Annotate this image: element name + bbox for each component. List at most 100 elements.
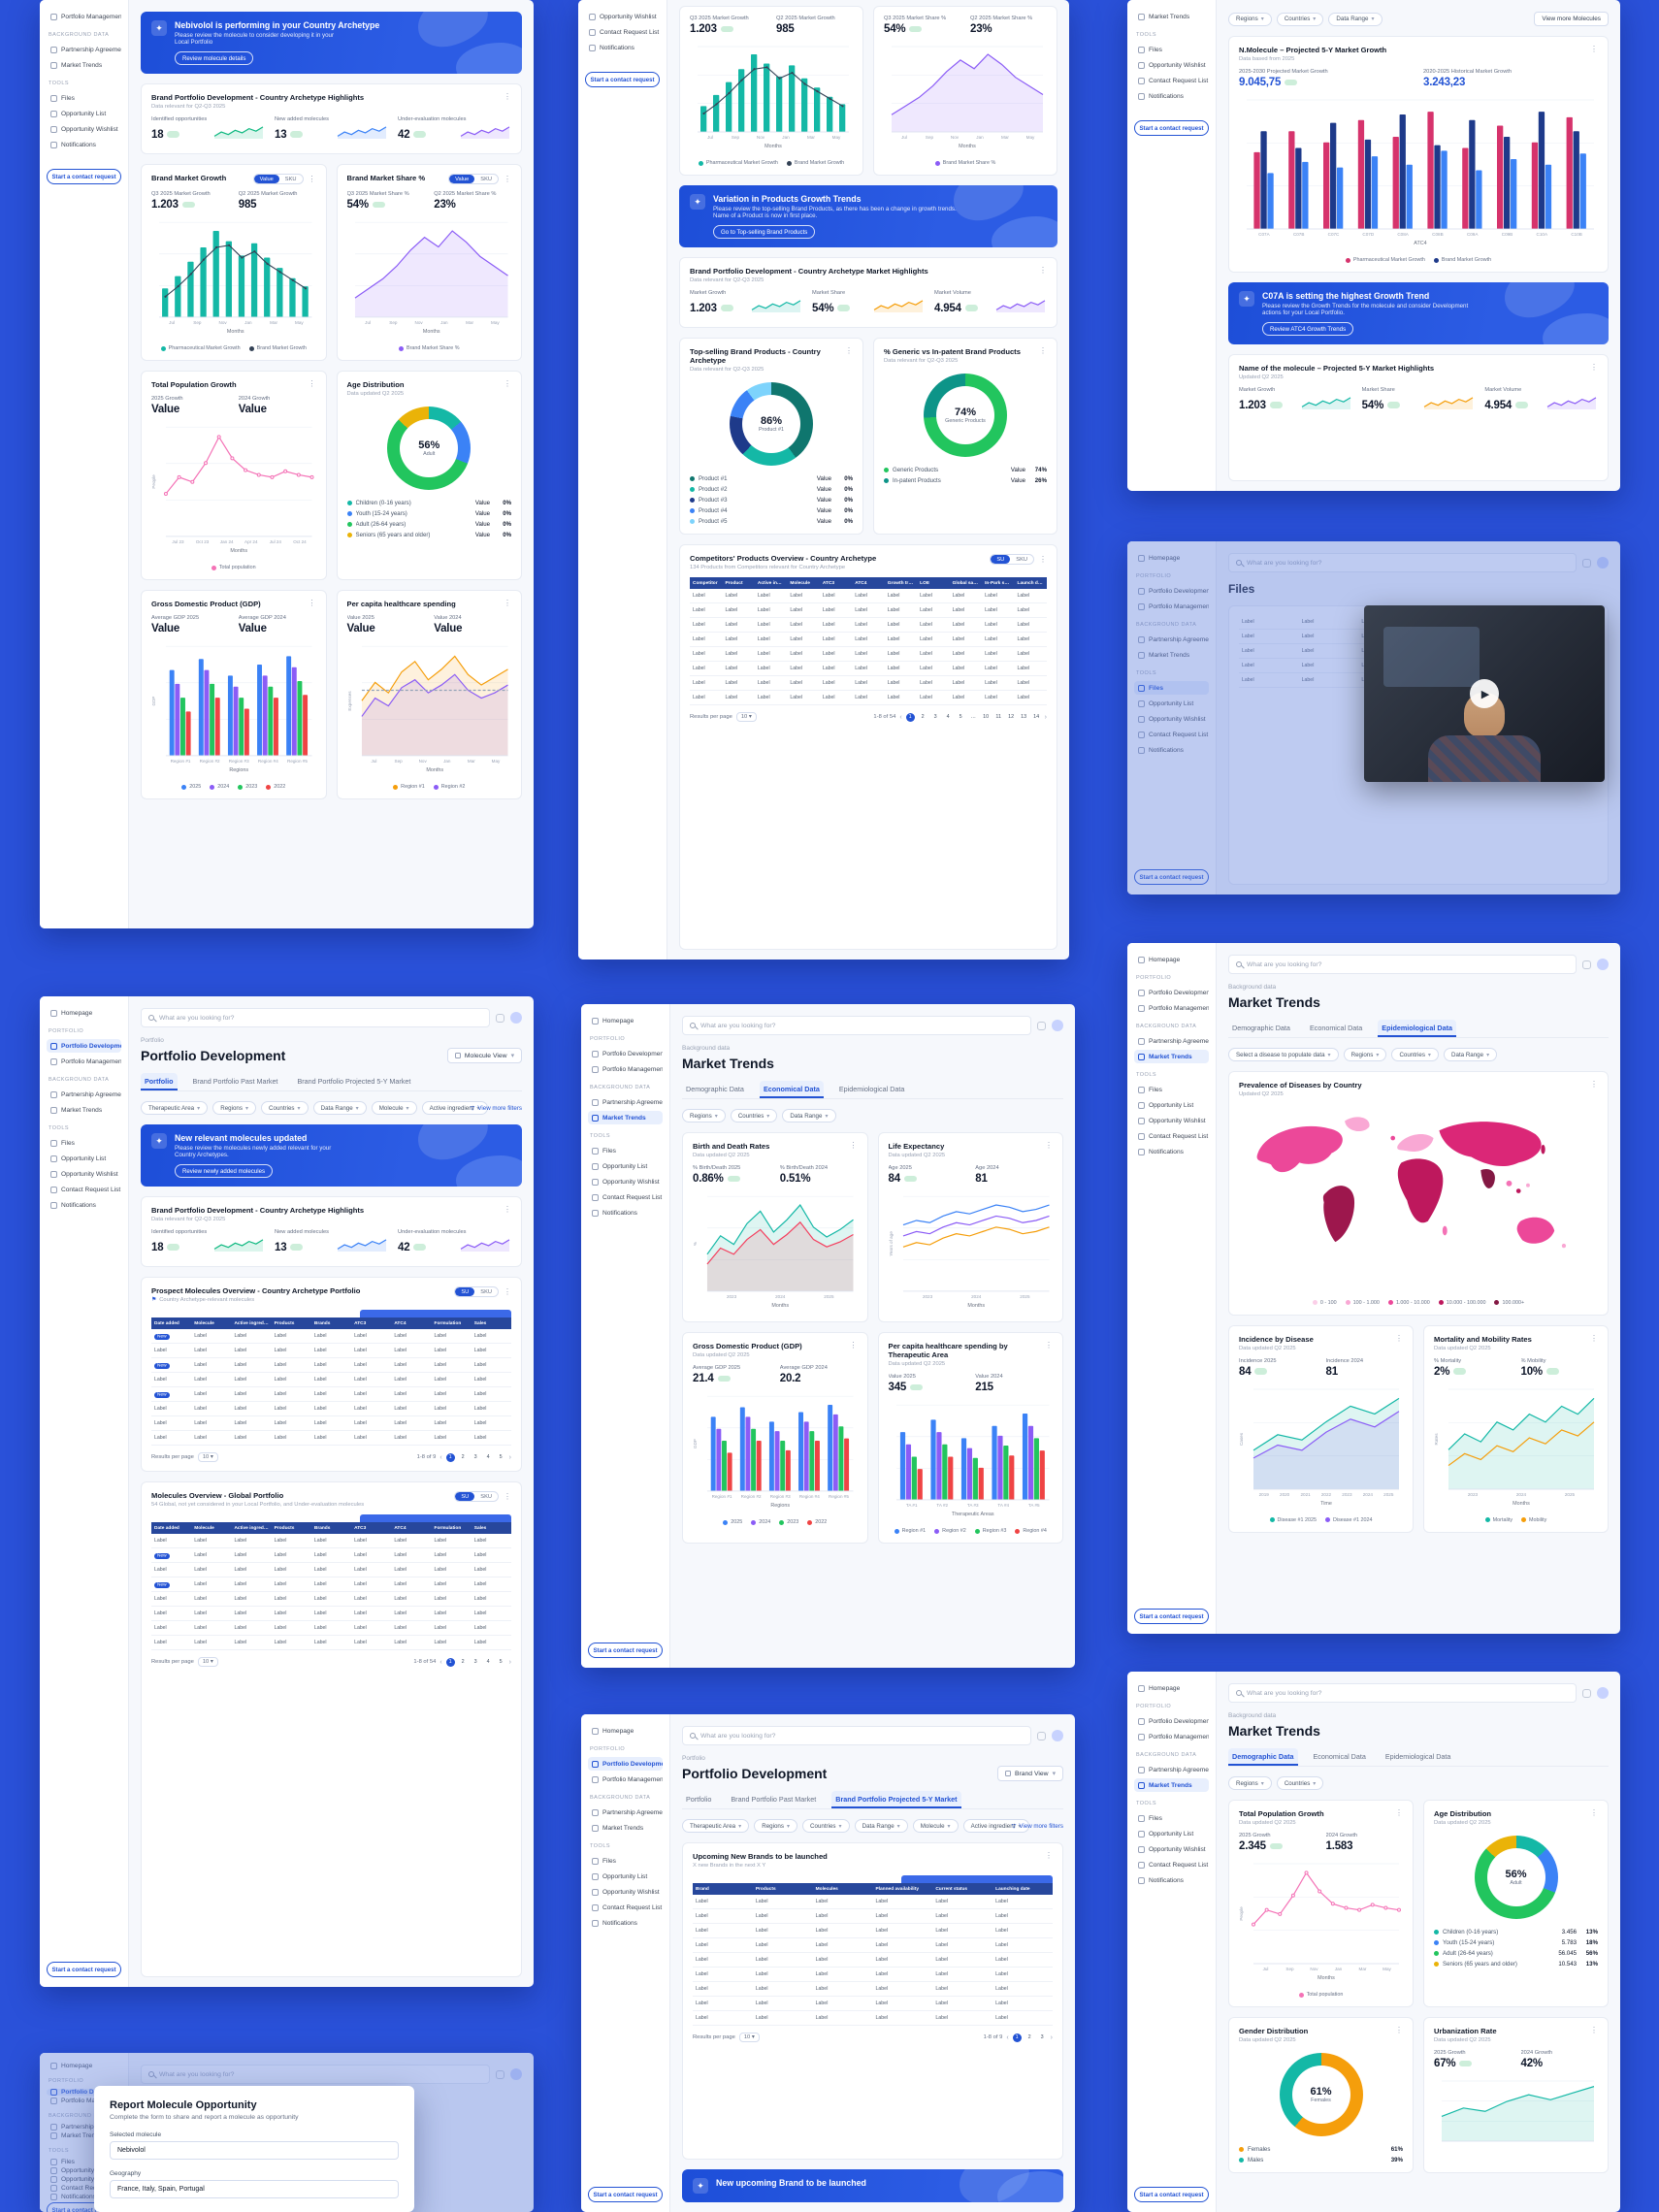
bell-icon[interactable] <box>1582 960 1591 969</box>
page-number[interactable]: 14 <box>1033 714 1040 720</box>
sidebar-item-opportunity-list[interactable]: Opportunity List <box>47 2167 121 2174</box>
sidebar-item-opportunity-list[interactable]: Opportunity List <box>1134 1827 1209 1840</box>
sidebar-item-homepage[interactable]: Homepage <box>47 2063 121 2069</box>
sidebar-item-partnership-agreements[interactable]: Partnership Agreements <box>47 2124 121 2131</box>
tab-demographic-data[interactable]: Demographic Data <box>1228 1748 1298 1766</box>
sidebar-item-opportunity-list[interactable]: Opportunity List <box>1134 697 1209 710</box>
sidebar-item-homepage[interactable]: Homepage <box>1134 1681 1209 1695</box>
table-row[interactable]: Label Label Label Label Label Label Label Label… <box>690 646 1047 662</box>
table-row[interactable]: Label Label Label Label Label Label Label Label… <box>151 1591 511 1607</box>
kebab-menu-icon[interactable]: ⋮ <box>308 174 316 183</box>
filter-chip-data-range[interactable]: Data Range ▾ <box>1328 12 1382 26</box>
filter-chip-countries[interactable]: Countries ▾ <box>802 1819 850 1833</box>
sidebar-item-files[interactable]: Files <box>1134 1811 1209 1825</box>
tab-portfolio[interactable]: Portfolio <box>686 1795 712 1804</box>
page-number[interactable]: 2 <box>461 1454 465 1460</box>
sidebar-item-opportunity-wishlist[interactable]: Opportunity Wishlist <box>47 2176 121 2183</box>
tab-demographic-data[interactable]: Demographic Data <box>686 1085 744 1093</box>
sidebar-item-files[interactable]: Files <box>47 2159 121 2165</box>
sidebar-item-opportunity-list[interactable]: Opportunity List <box>1134 1098 1209 1112</box>
table-row[interactable]: Label Label Label Label Label Label Label Label… <box>151 1401 511 1416</box>
sidebar-item-contact-request-list[interactable]: Contact Request List <box>1134 728 1209 741</box>
sidebar-item-partnership-agreements[interactable]: Partnership Agreements <box>47 43 121 56</box>
toggle-sku[interactable]: SKU <box>480 1288 492 1295</box>
page-number[interactable]: 5 <box>499 1659 503 1665</box>
search-input[interactable]: What are you looking for? <box>1228 553 1577 572</box>
tab-epidemiological-data[interactable]: Epidemiological Data <box>1378 1020 1456 1037</box>
sidebar-item-market-trends[interactable]: Market Trends <box>1134 1778 1209 1792</box>
tab-economical-data[interactable]: Economical Data <box>759 1081 824 1098</box>
toggle-sku[interactable]: SKU <box>1016 556 1027 563</box>
kebab-menu-icon[interactable]: ⋮ <box>845 346 853 355</box>
continent-australia[interactable] <box>1516 1217 1555 1244</box>
table-row[interactable]: New Label Label Label Label Label Label Label La… <box>151 1386 511 1402</box>
avatar[interactable] <box>1597 959 1609 970</box>
prev-page-arrow[interactable]: ‹ <box>439 1658 442 1666</box>
sidebar-item-market-trends[interactable]: Market Trends <box>47 58 121 72</box>
sidebar-item-files[interactable]: Files <box>588 1854 663 1868</box>
continent-africa[interactable] <box>1397 1158 1444 1223</box>
region-sea-3[interactable] <box>1525 1183 1530 1187</box>
kebab-menu-icon[interactable]: ⋮ <box>504 599 511 607</box>
kebab-menu-icon[interactable]: ⋮ <box>1395 2026 1403 2034</box>
table-row[interactable]: Label Label Label Label Label Label Label Label… <box>690 589 1047 603</box>
page-number[interactable]: 13 <box>1021 714 1027 720</box>
table-row[interactable]: Label Label Label Label Label Label Label Label… <box>690 602 1047 618</box>
filter-chip-regions[interactable]: Regions ▾ <box>212 1101 257 1115</box>
banner-action-button[interactable]: Review molecule details <box>175 51 254 65</box>
contact-request-button[interactable]: Start a contact request <box>1134 1609 1209 1624</box>
banner-action-button[interactable]: Go to Top-selling Brand Products <box>713 225 816 239</box>
sidebar-item-homepage[interactable]: Homepage <box>1134 551 1209 565</box>
bell-icon[interactable] <box>496 2069 504 2079</box>
bell-icon[interactable] <box>1582 558 1591 568</box>
sidebar-item-contact-request-list[interactable]: Contact Request List <box>1134 1129 1209 1143</box>
kebab-menu-icon[interactable]: ⋮ <box>1045 1851 1053 1860</box>
page-number[interactable]: 3 <box>473 1454 477 1460</box>
sidebar-item-opportunity-wishlist[interactable]: Opportunity Wishlist <box>1134 1114 1209 1127</box>
kebab-menu-icon[interactable]: ⋮ <box>1590 1080 1598 1089</box>
filter-chip-data-range[interactable]: Data Range ▾ <box>312 1101 367 1115</box>
kebab-menu-icon[interactable]: ⋮ <box>308 599 316 607</box>
search-input[interactable]: What are you looking for? <box>141 2065 490 2084</box>
kebab-menu-icon[interactable]: ⋮ <box>1039 346 1047 355</box>
page-number[interactable]: 12 <box>1008 714 1015 720</box>
table-row[interactable]: New Label Label Label Label Label Label Label La… <box>151 1547 511 1563</box>
continent-south-america[interactable] <box>1322 1186 1355 1243</box>
tab-brand-portfolio-past-market[interactable]: Brand Portfolio Past Market <box>192 1077 278 1086</box>
sidebar-item-portfolio-management[interactable]: Portfolio Management <box>47 2098 121 2104</box>
tab-brand-portfolio-projected-5-y-market[interactable]: Brand Portfolio Projected 5-Y Market <box>297 1077 411 1086</box>
sidebar-item-portfolio-management[interactable]: Portfolio Management <box>1134 1001 1209 1015</box>
region-greenland[interactable] <box>1345 1117 1370 1132</box>
region-sea-1[interactable] <box>1506 1180 1513 1187</box>
sidebar-item-opportunity-wishlist[interactable]: Opportunity Wishlist <box>1134 58 1209 72</box>
page-number[interactable]: 4 <box>946 714 950 720</box>
toggle-sku[interactable]: SKU <box>480 176 492 182</box>
sidebar-item-portfolio-management[interactable]: Portfolio Management <box>588 1773 663 1786</box>
page-number[interactable]: 10 <box>983 714 990 720</box>
filter-chip-active-ingredient[interactable]: Active ingredient ▾ <box>421 1101 488 1115</box>
page-number[interactable]: 1 <box>1012 2033 1022 2042</box>
bell-icon[interactable] <box>1582 1688 1591 1698</box>
sidebar-item-notifications[interactable]: Notifications <box>588 1916 663 1930</box>
toggle-su[interactable]: SU <box>455 1492 475 1501</box>
banner-action-button[interactable]: Review ATC4 Growth Trends <box>1262 322 1354 336</box>
kebab-menu-icon[interactable]: ⋮ <box>849 1341 858 1350</box>
bell-icon[interactable] <box>1037 1731 1046 1740</box>
sidebar-item-partnership-agreements[interactable]: Partnership Agreements <box>588 1095 663 1109</box>
table-row[interactable]: Label Label Label Label Label Label Label Label… <box>151 1415 511 1431</box>
sidebar-item-partnership-agreements[interactable]: Partnership Agreements <box>47 1088 121 1101</box>
sidebar-item-contact-request-list[interactable]: Contact Request List <box>1134 1858 1209 1871</box>
view-selector[interactable]: Brand View ▾ <box>996 1766 1063 1781</box>
sidebar-item-partnership-agreements[interactable]: Partnership Agreements <box>588 1805 663 1819</box>
selected-molecule-input[interactable]: Nebivolol <box>110 2141 399 2160</box>
contact-request-button[interactable]: Start a contact request <box>1134 869 1209 885</box>
tab-demographic-data[interactable]: Demographic Data <box>1232 1024 1290 1032</box>
sidebar-item-market-trends[interactable]: Market Trends <box>1134 1050 1209 1063</box>
banner-action-button[interactable]: Review newly added molecules <box>175 1164 274 1178</box>
sidebar-item-market-trends[interactable]: Market Trends <box>1134 10 1209 23</box>
sidebar-item-opportunity-wishlist[interactable]: Opportunity Wishlist <box>47 1167 121 1181</box>
